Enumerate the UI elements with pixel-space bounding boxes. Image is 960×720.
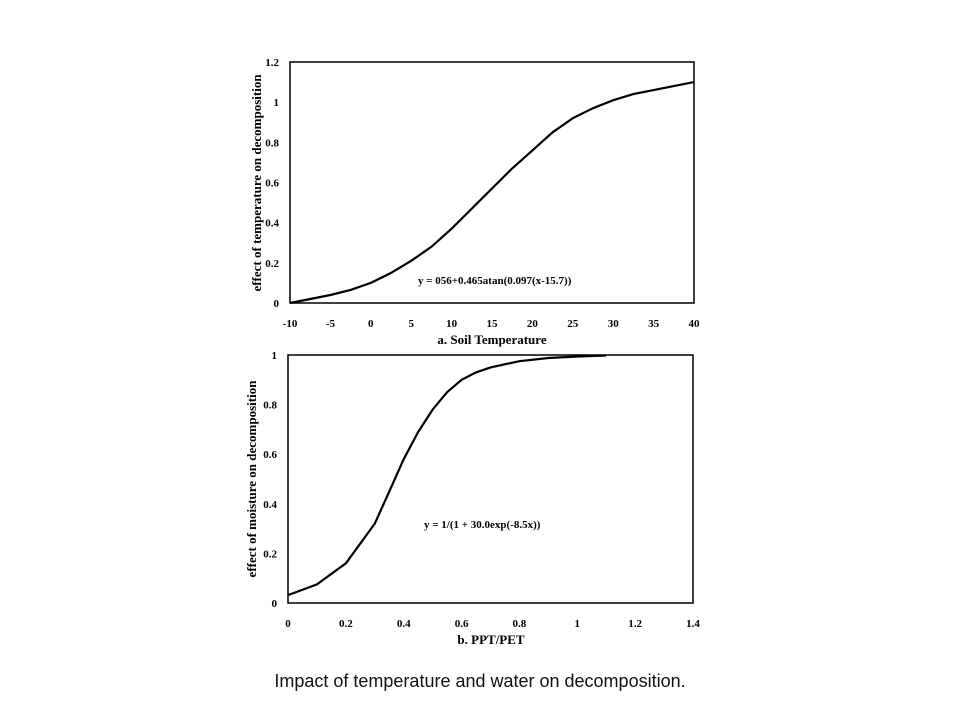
x-tick-label: 0 [368,318,374,330]
x-axis-label: b. PPT/PET [457,632,525,647]
x-tick-label: 20 [527,318,539,330]
x-tick-label: 1.4 [686,618,700,630]
equation-label: y = 056+0.465atan(0.097(x-15.7)) [418,275,572,287]
x-tick-label: 15 [487,318,499,330]
moisture-chart: 0 0.2 0.4 0.6 0.8 1 0 0.2 0.4 0.6 0.8 1 1.2 1.4 y = … [244,350,700,647]
x-tick-label: 5 [408,318,414,330]
plot-frame [289,61,695,304]
x-tick-label: 1.2 [628,618,642,630]
x-tick-label: 0.2 [339,618,353,630]
temperature-curve [289,81,695,305]
x-axis-label: a. Soil Temperature [437,332,546,347]
y-tick-label: 0.4 [263,499,277,511]
y-tick-label: 1.2 [265,57,279,69]
y-tick-label: 0.6 [265,178,279,190]
moisture-curve [287,354,607,597]
y-tick-labels: 0 0.2 0.4 0.6 0.8 1 1.2 [265,57,279,310]
x-tick-labels: -10 -5 0 5 10 15 20 25 30 35 40 [283,318,700,330]
temperature-chart: 00.20.40.60.811.2 -10 -5 0 5 10 15 20 25 30 35 40 … [249,57,700,347]
y-tick-label: 0 [274,298,280,310]
y-tick-label: 0.2 [265,258,279,270]
y-tick-label: 0.8 [265,137,279,149]
x-tick-labels: 0 0.2 0.4 0.6 0.8 1 1.2 1.4 [285,618,700,630]
x-tick-label: -5 [326,318,336,330]
x-tick-label: -10 [283,318,298,330]
y-tick-label: 1 [272,350,278,362]
x-tick-label: 0.4 [397,618,411,630]
y-tick-label: 0.6 [263,449,277,461]
x-tick-label: 0.6 [455,618,469,630]
y-axis-label: effect of moisture on decomposition [244,380,259,578]
y-tick-label: 1 [274,97,280,109]
x-tick-label: 30 [608,318,620,330]
equation-label: y = 1/(1 + 30.0exp(-8.5x)) [424,519,541,531]
x-tick-label: 35 [648,318,660,330]
x-tick-label: 0.8 [513,618,527,630]
x-tick-label: 10 [446,318,458,330]
y-tick-label: 0.4 [265,218,279,230]
y-tick-label: 0 [272,598,278,610]
slide-caption: Impact of temperature and water on decom… [274,671,686,691]
y-tick-label: 0.2 [263,548,277,560]
x-tick-label: 25 [567,318,579,330]
y-tick-labels: 0 0.2 0.4 0.6 0.8 1 [263,350,277,610]
x-tick-label: 1 [575,618,581,630]
y-axis-label: effect of temperature on decomposition [249,74,264,292]
plot-frame [287,354,694,604]
x-tick-label: 0 [285,618,291,630]
y-tick-label: 0.8 [263,400,277,412]
x-tick-label: 40 [689,318,701,330]
